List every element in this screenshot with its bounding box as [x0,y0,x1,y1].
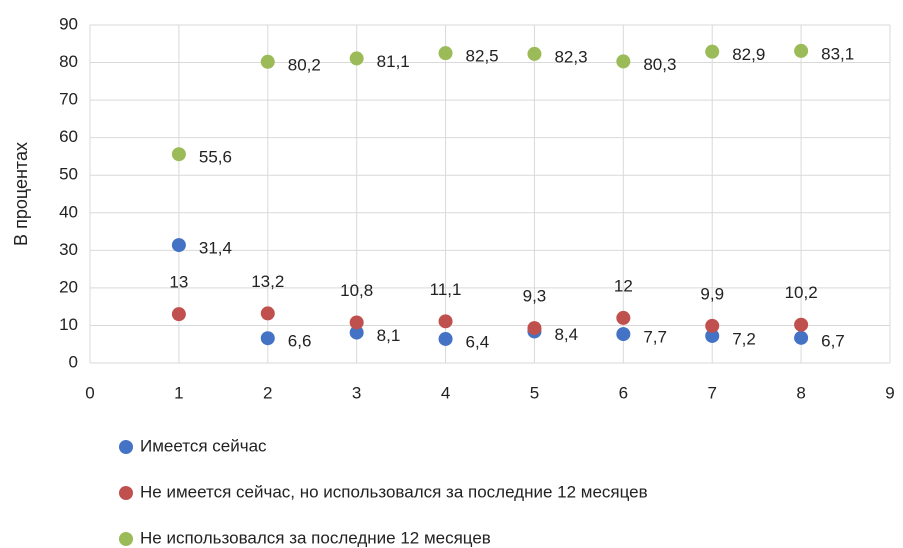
data-point [616,54,631,69]
data-point [171,238,186,253]
y-tick-label: 0 [69,352,78,371]
data-point [438,46,453,61]
y-tick-label: 30 [59,240,78,259]
data-label: 6,6 [288,332,312,351]
x-tick-label: 1 [174,383,183,402]
data-point [616,327,631,342]
data-point [794,317,809,332]
legend-label: Имеется сейчас [140,436,267,455]
data-label: 11,1 [430,280,462,299]
data-point [171,147,186,162]
x-tick-label: 5 [530,383,539,402]
x-tick-label: 6 [619,383,628,402]
data-label: 8,1 [377,326,401,345]
legend-marker [119,486,133,500]
data-label: 13 [169,273,188,292]
x-tick-label: 3 [352,383,361,402]
data-point [527,321,542,336]
data-label: 31,4 [199,239,232,258]
x-tick-label: 4 [441,383,450,402]
data-label: 82,5 [466,47,499,66]
legend-label: Не использовался за последние 12 месяцев [140,528,491,547]
data-point [349,315,364,330]
data-label: 9,9 [700,284,724,303]
data-point [705,44,720,59]
y-tick-label: 70 [59,90,78,109]
data-label: 10,8 [340,281,373,300]
data-point [794,330,809,345]
data-point [438,314,453,329]
x-tick-label: 0 [85,383,94,402]
data-point [171,307,186,322]
data-label: 7,7 [643,328,667,347]
y-tick-label: 10 [59,315,78,334]
y-tick-label: 20 [59,277,78,296]
data-point [349,325,364,340]
y-tick-label: 90 [59,14,78,33]
y-tick-label: 50 [59,165,78,184]
data-point [349,51,364,66]
x-tick-label: 7 [707,383,716,402]
x-tick-label: 2 [263,383,272,402]
data-label: 55,6 [199,148,232,167]
data-label: 6,4 [466,332,490,351]
data-label: 82,9 [732,45,765,64]
data-label: 10,2 [785,283,818,302]
x-tick-label: 9 [885,383,894,402]
data-point [705,318,720,333]
y-tick-label: 80 [59,52,78,71]
legend-marker [119,440,133,454]
data-label: 80,3 [643,55,676,74]
data-label: 80,2 [288,55,321,74]
data-point [616,310,631,325]
data-label: 83,1 [821,44,854,63]
data-label: 13,2 [251,272,284,291]
data-label: 81,1 [377,52,410,71]
data-label: 12 [614,276,633,295]
data-label: 7,2 [732,329,756,348]
data-label: 9,3 [523,287,547,306]
data-label: 6,7 [821,331,845,350]
y-tick-label: 40 [59,202,78,221]
legend-label: Не имеется сейчас, но использовался за п… [140,482,648,501]
x-tick-label: 8 [796,383,805,402]
y-axis-label: В процентах [11,142,31,246]
data-point [260,54,275,69]
data-point [527,46,542,61]
y-tick-label: 60 [59,127,78,146]
data-point [260,331,275,346]
legend-marker [119,532,133,546]
data-label: 8,4 [554,325,578,344]
data-point [438,331,453,346]
data-label: 82,3 [554,47,587,66]
data-point [260,306,275,321]
data-point [705,328,720,343]
data-point [794,43,809,58]
